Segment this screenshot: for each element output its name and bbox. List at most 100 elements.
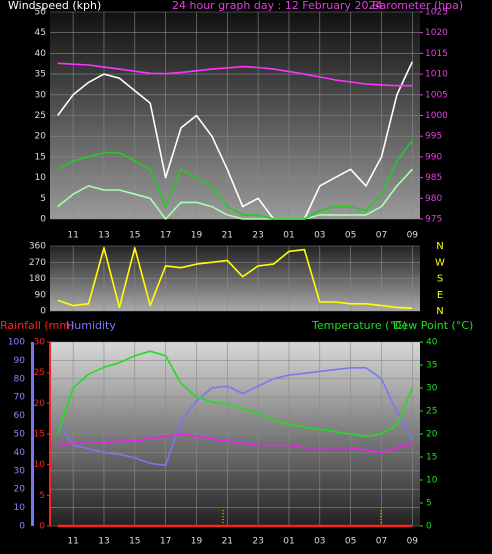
x-tick-label: 01 xyxy=(283,537,294,547)
x-tick-label: 17 xyxy=(160,231,171,241)
x-tick-label: 17 xyxy=(160,537,171,547)
y-tick-label: 1000 xyxy=(425,111,448,121)
y-tick-label: 1010 xyxy=(425,70,448,80)
x-tick-label: 05 xyxy=(345,537,356,547)
y-tick-label: 35 xyxy=(35,70,46,80)
y-tick-label: 0 xyxy=(426,522,432,532)
y-tick-label: 30 xyxy=(14,466,26,476)
legend-label: Temperature (°C) xyxy=(311,319,407,332)
y-tick-label: 0 xyxy=(19,522,25,532)
chart-title: 24 hour graph day : 12 February 2024 xyxy=(172,0,383,12)
y-tick-label: 0 xyxy=(40,215,46,225)
y-tick-label: 5 xyxy=(426,499,432,509)
y-tick-label: 50 xyxy=(35,8,47,18)
y-tick-label: 1020 xyxy=(425,28,448,38)
x-tick-label: 05 xyxy=(345,231,356,241)
direction-label: W xyxy=(435,257,445,268)
y-tick-label: 20 xyxy=(426,430,438,440)
x-tick-label: 07 xyxy=(376,537,387,547)
y-tick-label: 40 xyxy=(14,448,26,458)
y-tick-label: 975 xyxy=(425,215,442,225)
y-tick-label: 25 xyxy=(426,407,437,417)
x-tick-label: 23 xyxy=(252,231,263,241)
y-tick-label: 5 xyxy=(39,491,45,501)
series-line xyxy=(57,168,413,220)
x-tick-label: 11 xyxy=(67,537,78,547)
direction-label: N xyxy=(436,241,443,252)
y-tick-label: 10 xyxy=(14,503,26,513)
y-tick-label: 50 xyxy=(14,430,26,440)
series-line xyxy=(57,433,413,454)
legend-label: Rainfall (mm) xyxy=(0,319,74,332)
x-tick-label: 19 xyxy=(191,537,203,547)
y-tick-label: 995 xyxy=(425,132,442,142)
x-tick-label: 21 xyxy=(222,231,233,241)
y-tick-label: 990 xyxy=(425,152,442,162)
x-tick-label: 13 xyxy=(98,231,109,241)
series-line xyxy=(56,350,414,438)
y-tick-label: 80 xyxy=(14,374,26,384)
y-tick-label: 90 xyxy=(14,356,26,366)
y-tick-label: 45 xyxy=(35,28,46,38)
x-tick-label: 13 xyxy=(98,537,109,547)
y-tick-label: 1005 xyxy=(425,90,448,100)
y2-axis-label: Barometer (hpa) xyxy=(372,0,463,12)
y-tick-label: 40 xyxy=(426,338,438,348)
y-tick-label: 30 xyxy=(35,90,47,100)
y-tick-label: 100 xyxy=(8,338,25,348)
y-tick-label: 70 xyxy=(14,393,26,403)
y-tick-label: 35 xyxy=(426,361,437,371)
series-line xyxy=(57,247,413,310)
direction-label: N xyxy=(436,306,443,317)
x-tick-label: 21 xyxy=(222,537,233,547)
x-tick-label: 23 xyxy=(252,537,263,547)
y-tick-label: 30 xyxy=(426,384,438,394)
x-tick-label: 07 xyxy=(376,231,387,241)
y-tick-label: 1015 xyxy=(425,49,448,59)
x-tick-label: 19 xyxy=(191,231,203,241)
y-tick-label: 25 xyxy=(35,111,46,121)
series-line xyxy=(57,367,413,467)
y-tick-label: 30 xyxy=(34,338,46,348)
y-tick-label: 10 xyxy=(35,173,47,183)
x-tick-label: 09 xyxy=(407,231,419,241)
x-tick-label: 03 xyxy=(314,537,325,547)
x-tick-label: 15 xyxy=(129,537,140,547)
x-tick-label: 09 xyxy=(407,537,419,547)
y-tick-label: 360 xyxy=(29,242,46,252)
y-tick-label: 0 xyxy=(39,522,45,532)
x-tick-label: 01 xyxy=(283,231,294,241)
y-axis-label: Windspeed (kph) xyxy=(8,0,101,12)
y-tick-label: 20 xyxy=(35,132,47,142)
y-tick-label: 15 xyxy=(426,453,437,463)
y-tick-label: 180 xyxy=(29,274,46,284)
legend-label: Humidity xyxy=(66,319,116,332)
y-tick-label: 0 xyxy=(40,307,46,317)
y-tick-label: 60 xyxy=(14,411,26,421)
legend-label: Dew Point (°C) xyxy=(393,319,473,332)
y-tick-label: 5 xyxy=(40,194,46,204)
y-tick-label: 25 xyxy=(34,368,45,378)
y-tick-label: 20 xyxy=(14,485,26,495)
y-tick-label: 10 xyxy=(426,476,438,486)
y-tick-label: 1025 xyxy=(425,8,448,18)
y-tick-label: 40 xyxy=(35,49,47,59)
y-tick-label: 270 xyxy=(29,258,46,268)
humidity-axis-bar xyxy=(31,342,34,526)
series-line xyxy=(57,62,413,87)
series-line xyxy=(57,139,413,220)
y-tick-label: 10 xyxy=(34,460,46,470)
x-tick-label: 15 xyxy=(129,231,140,241)
y-tick-label: 15 xyxy=(34,430,45,440)
direction-label: E xyxy=(437,290,443,301)
y-tick-label: 90 xyxy=(35,290,47,300)
series-line xyxy=(57,61,414,220)
x-tick-label: 11 xyxy=(67,231,78,241)
direction-label: S xyxy=(437,274,443,285)
x-tick-label: 03 xyxy=(314,231,325,241)
y-tick-label: 985 xyxy=(425,173,442,183)
y-tick-label: 20 xyxy=(34,399,46,409)
y-tick-label: 980 xyxy=(425,194,442,204)
y-tick-label: 15 xyxy=(35,152,46,162)
